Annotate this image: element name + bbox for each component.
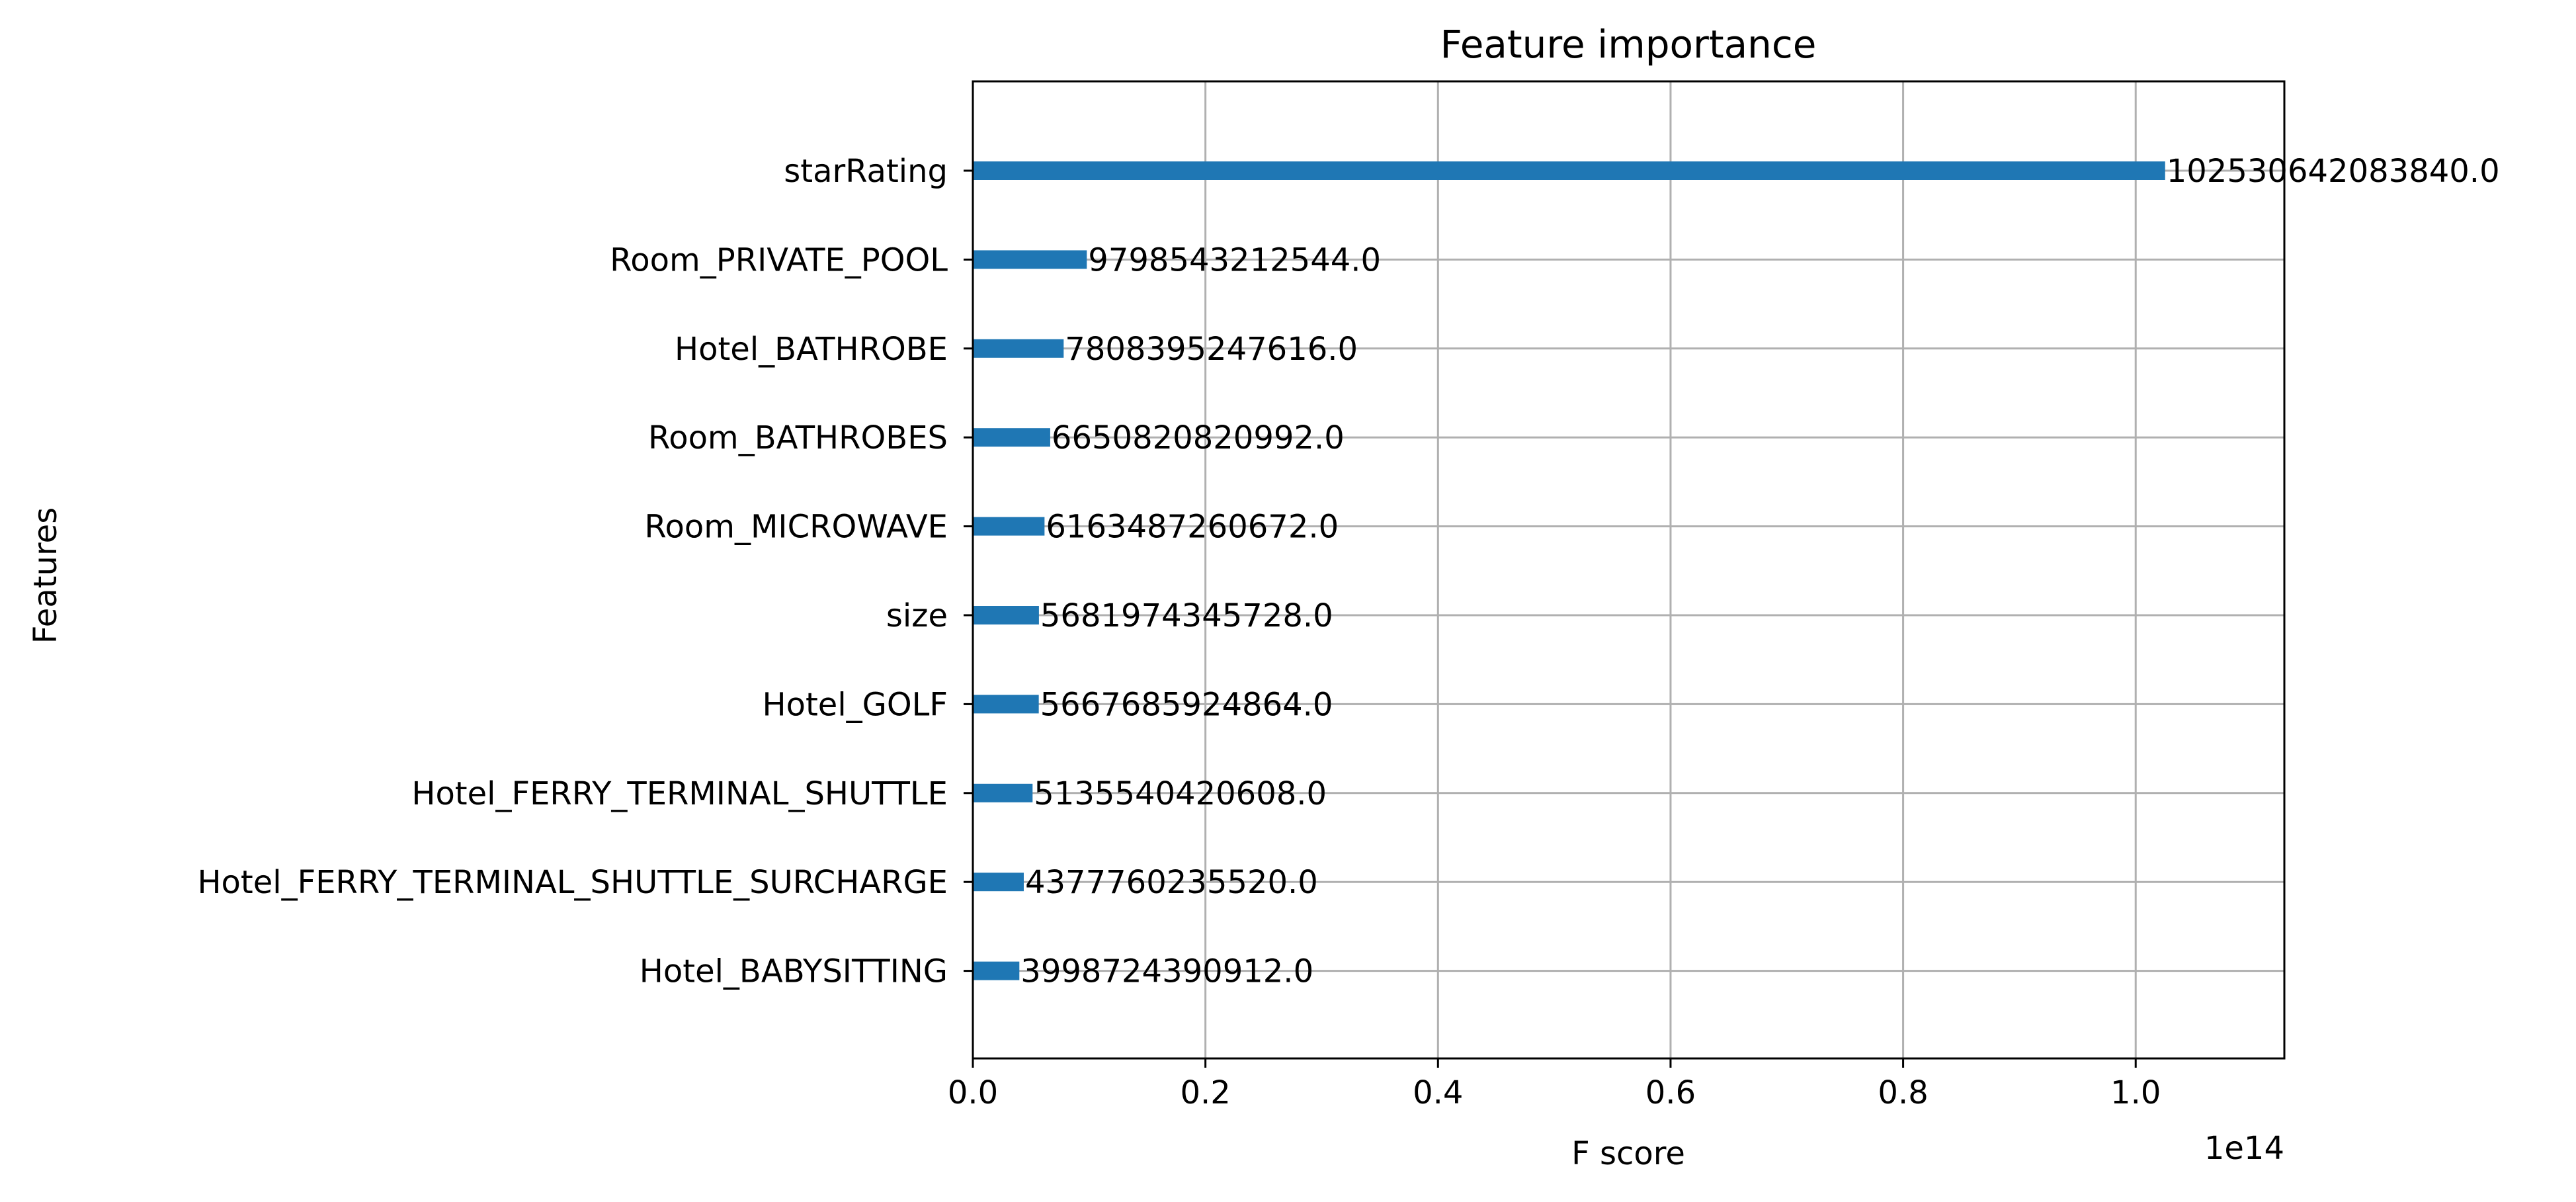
x-tick-label: 0.4 <box>1413 1074 1463 1111</box>
category-label: starRating <box>784 153 948 190</box>
bar <box>973 517 1045 536</box>
y-axis-label: Features <box>27 507 64 644</box>
value-label: 5681974345728.0 <box>1040 597 1333 634</box>
category-label: size <box>886 597 948 634</box>
tick-layer: 0.0 0.2 0.4 0.6 0.8 1.0 <box>948 169 2161 1111</box>
bar <box>973 873 1024 892</box>
category-label: Hotel_GOLF <box>763 686 948 723</box>
category-label: Room_PRIVATE_POOL <box>610 241 948 279</box>
category-label: Room_MICROWAVE <box>644 509 948 546</box>
value-label: 5135540420608.0 <box>1034 775 1327 812</box>
value-label: 102530642083840.0 <box>2167 153 2500 190</box>
x-tick-label: 0.8 <box>1878 1074 1928 1111</box>
value-label: 3998724390912.0 <box>1020 953 1313 990</box>
bar-layer <box>973 161 2165 980</box>
x-tick-label: 0.6 <box>1645 1074 1696 1111</box>
bar <box>973 250 1087 269</box>
bar <box>973 428 1050 447</box>
value-label: 7808395247616.0 <box>1065 331 1358 368</box>
x-tick-label: 0.0 <box>948 1074 998 1111</box>
grid-layer <box>972 81 2284 1058</box>
value-label: 6163487260672.0 <box>1046 509 1339 546</box>
bar <box>973 606 1039 624</box>
x-axis-offset-label: 1e14 <box>2204 1130 2284 1167</box>
chart-title: Feature importance <box>1440 22 1817 67</box>
bar <box>973 783 1033 802</box>
category-label: Hotel_FERRY_TERMINAL_SHUTTLE_SURCHARGE <box>197 864 948 901</box>
plot-frame <box>972 80 2286 1060</box>
bar <box>973 161 2165 180</box>
x-tick-label: 0.2 <box>1180 1074 1230 1111</box>
value-label: 4377760235520.0 <box>1025 864 1318 901</box>
x-tick-label: 1.0 <box>2110 1074 2161 1111</box>
value-label: 5667685924864.0 <box>1040 686 1333 723</box>
bar <box>973 961 1020 980</box>
value-label: 6650820820992.0 <box>1052 419 1345 456</box>
label-layer: starRating 102530642083840.0 Room_PRIVATE_… <box>197 153 2499 990</box>
category-label: Hotel_BABYSITTING <box>640 953 948 990</box>
category-label: Room_BATHROBES <box>648 419 948 456</box>
category-label: Hotel_BATHROBE <box>675 331 948 368</box>
value-label: 9798543212544.0 <box>1088 241 1381 279</box>
category-label: Hotel_FERRY_TERMINAL_SHUTTLE <box>411 775 948 812</box>
x-axis-label: F score <box>1571 1135 1685 1172</box>
bar <box>973 695 1039 714</box>
bar <box>973 339 1064 358</box>
